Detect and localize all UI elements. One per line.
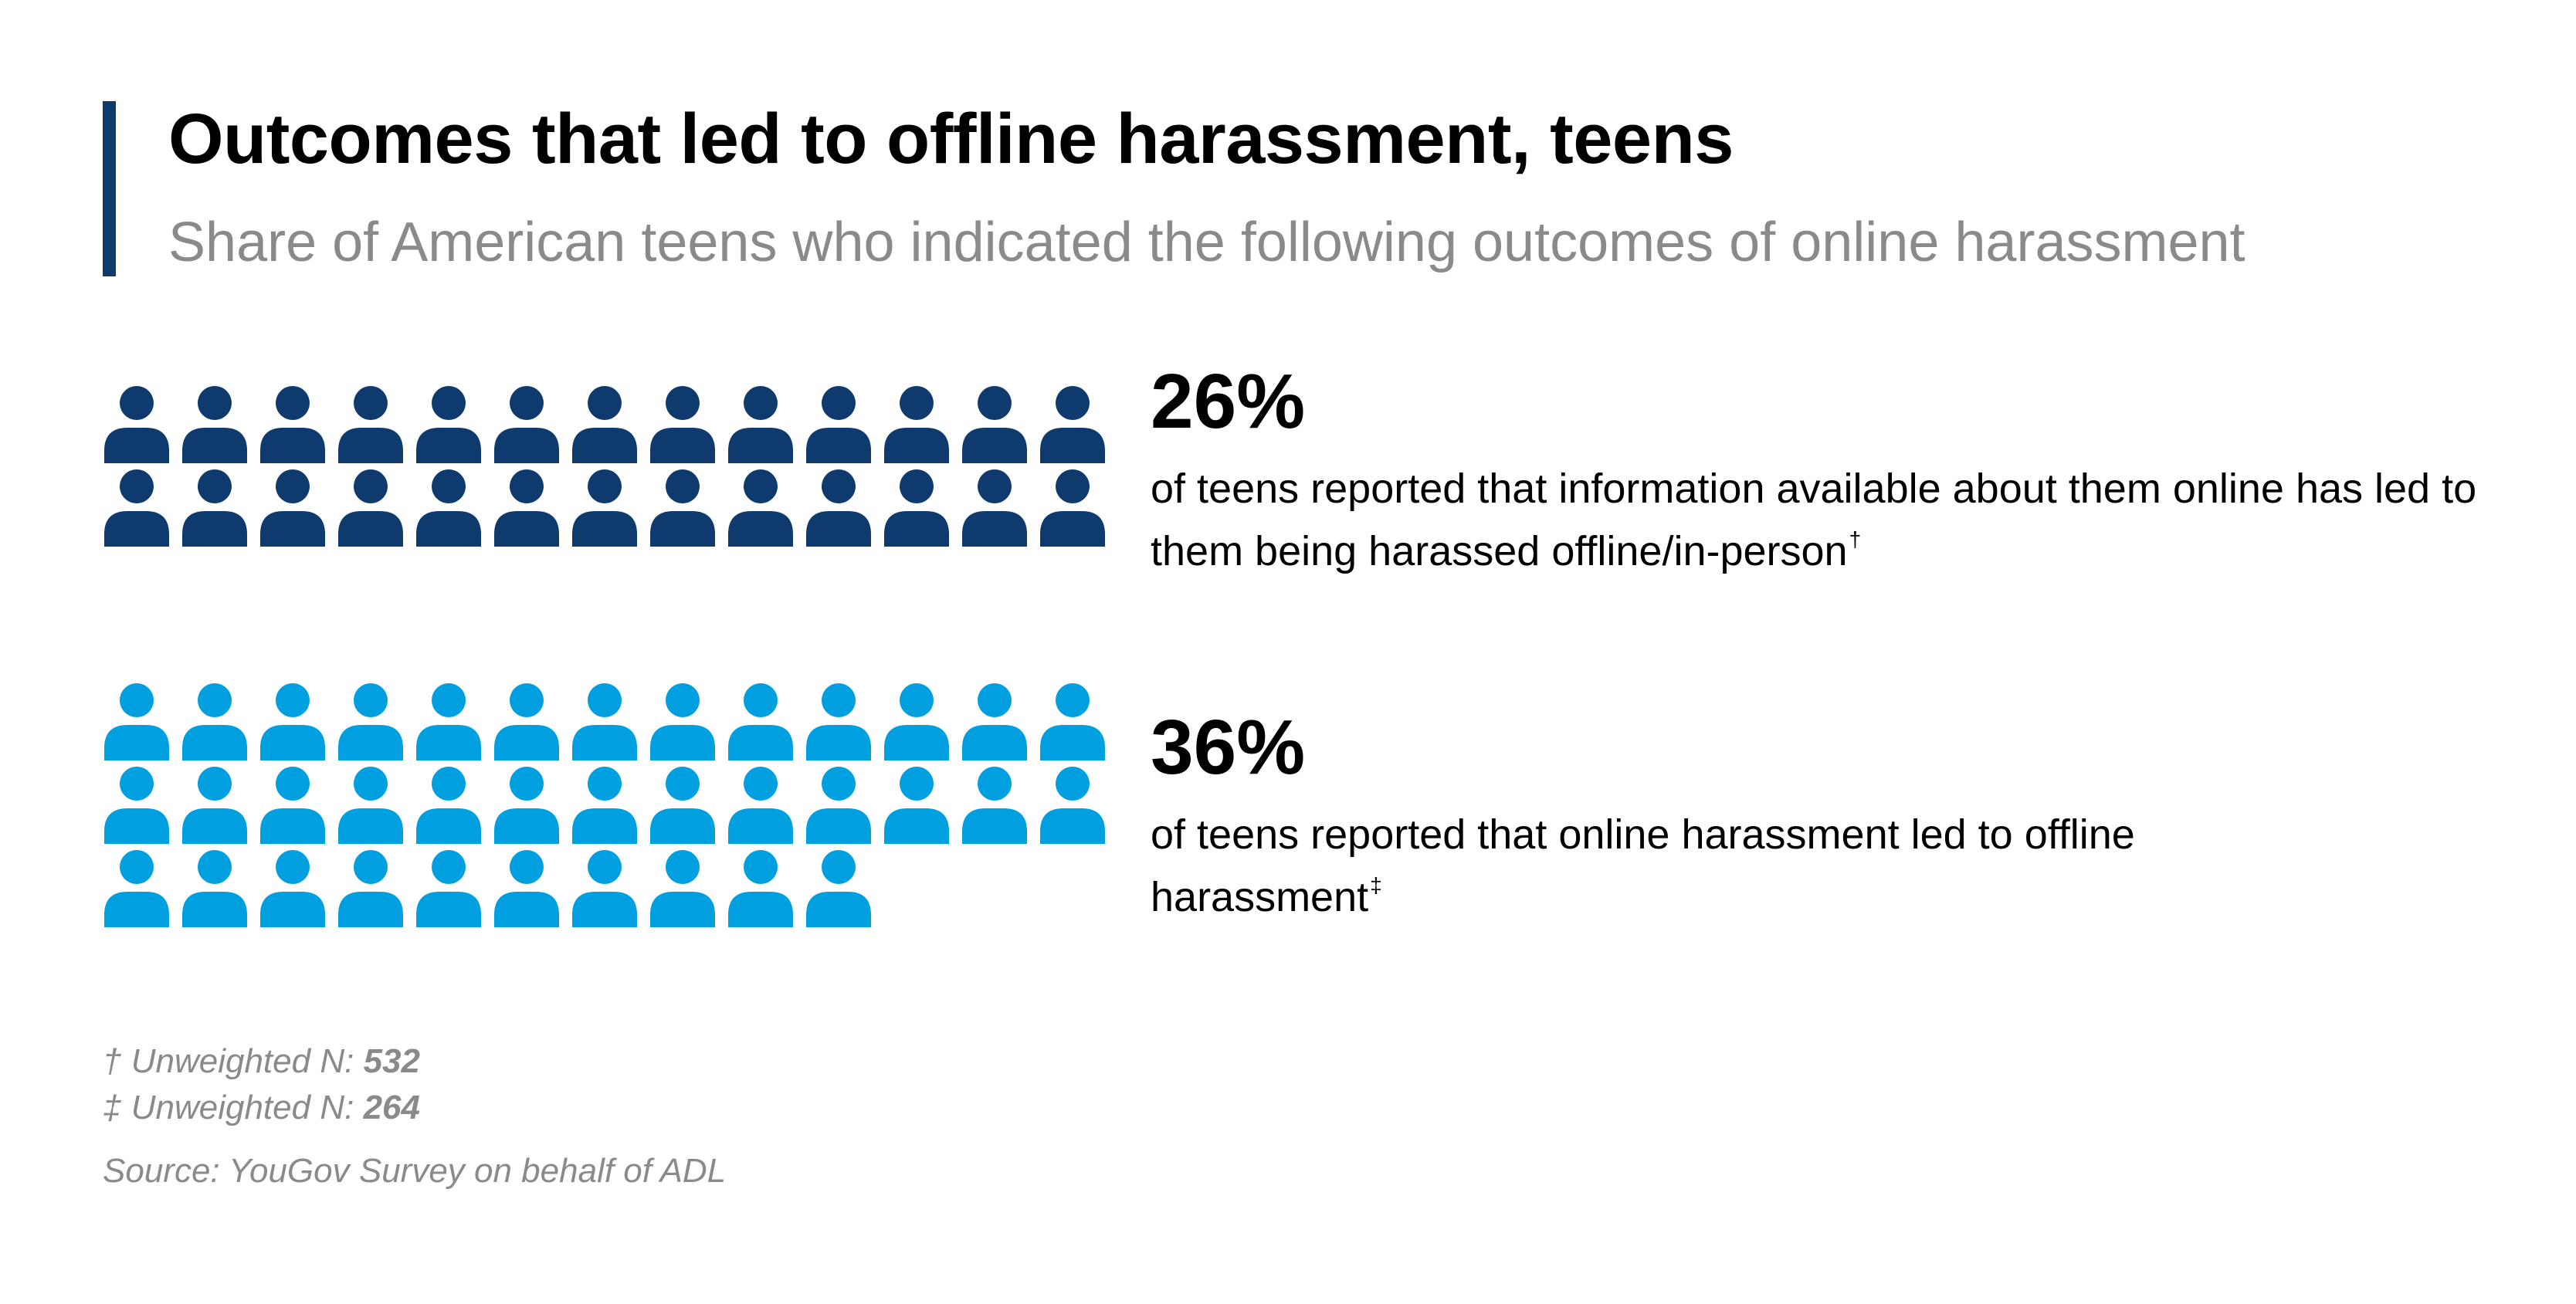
person-icon	[572, 469, 637, 547]
stat-block-offline-info: 26% of teens reported that information a…	[1151, 363, 2540, 577]
stat-block-online-to-offline: 36% of teens reported that online harass…	[1151, 709, 2540, 923]
person-icon	[260, 767, 325, 844]
person-icon	[338, 386, 403, 463]
person-icon	[260, 469, 325, 547]
person-icon	[962, 386, 1027, 463]
person-icon	[338, 850, 403, 927]
person-icon	[884, 386, 949, 463]
person-icon	[650, 683, 715, 760]
person-icon	[806, 386, 871, 463]
person-icon	[806, 767, 871, 844]
person-icon	[416, 386, 481, 463]
person-icon	[104, 683, 169, 760]
chart-subtitle: Share of American teens who indicated th…	[168, 212, 2246, 273]
person-icon	[104, 386, 169, 463]
person-icon	[728, 683, 793, 760]
person-icon	[494, 469, 559, 547]
person-icon	[182, 386, 247, 463]
person-icon	[650, 850, 715, 927]
person-icon	[338, 683, 403, 760]
person-icon	[806, 469, 871, 547]
person-icon	[494, 767, 559, 844]
person-icon	[260, 386, 325, 463]
person-icon	[806, 683, 871, 760]
person-icon	[494, 683, 559, 760]
person-icon	[572, 386, 637, 463]
person-icon	[728, 767, 793, 844]
stat-description-text: of teens reported that information avail…	[1151, 466, 2477, 574]
person-icon	[104, 469, 169, 547]
person-icon	[494, 386, 559, 463]
footnote-2: ‡ Unweighted N: 264	[103, 1085, 420, 1131]
person-icon	[1040, 767, 1105, 844]
person-icon	[182, 469, 247, 547]
footnote-1: † Unweighted N: 532	[103, 1038, 420, 1085]
person-icon	[416, 767, 481, 844]
person-icon	[650, 767, 715, 844]
footnotes: † Unweighted N: 532 ‡ Unweighted N: 264	[103, 1038, 420, 1131]
person-icon	[962, 683, 1027, 760]
person-icon	[338, 469, 403, 547]
person-icon	[416, 469, 481, 547]
person-icon	[728, 386, 793, 463]
footnote-label: Unweighted N:	[130, 1089, 354, 1126]
person-icon	[650, 386, 715, 463]
person-icon	[962, 767, 1027, 844]
person-icon	[728, 850, 793, 927]
person-icon	[884, 683, 949, 760]
source-note: Source: YouGov Survey on behalf of ADL	[103, 1152, 727, 1190]
person-icon	[494, 850, 559, 927]
person-icon	[884, 469, 949, 547]
footnote-label: Unweighted N:	[130, 1042, 354, 1080]
person-icon	[962, 469, 1027, 547]
person-icon	[572, 850, 637, 927]
stat-value: 26%	[1151, 358, 1306, 445]
person-icon	[104, 767, 169, 844]
stat-description: of teens reported that online harassment…	[1151, 809, 2270, 923]
person-icon	[806, 850, 871, 927]
stat-description-text: of teens reported that online harassment…	[1151, 811, 2135, 920]
title-accent-bar	[103, 101, 116, 276]
stat-value: 36%	[1151, 704, 1306, 791]
person-icon	[572, 767, 637, 844]
person-icon	[416, 683, 481, 760]
person-icon	[182, 683, 247, 760]
person-icon	[104, 850, 169, 927]
person-icon	[572, 683, 637, 760]
person-icon	[884, 767, 949, 844]
person-icon	[650, 469, 715, 547]
footnote-value: 264	[363, 1089, 420, 1126]
person-icon	[260, 683, 325, 760]
person-icon	[182, 767, 247, 844]
footnote-value: 532	[363, 1042, 420, 1080]
chart-title: Outcomes that led to offline harassment,…	[168, 100, 1734, 178]
person-icon	[728, 469, 793, 547]
footnote-mark: †	[1849, 527, 1862, 551]
pictogram-grid	[104, 386, 1105, 927]
person-icon	[1040, 386, 1105, 463]
person-icon	[182, 850, 247, 927]
person-icon	[1040, 683, 1105, 760]
footnote-mark: ‡	[1370, 873, 1382, 897]
person-icon	[260, 850, 325, 927]
stat-description: of teens reported that information avail…	[1151, 463, 2540, 577]
person-icon	[416, 850, 481, 927]
footnote-mark: †	[103, 1042, 122, 1080]
footnote-mark: ‡	[103, 1089, 122, 1126]
person-icon	[1040, 469, 1105, 547]
person-icon	[338, 767, 403, 844]
